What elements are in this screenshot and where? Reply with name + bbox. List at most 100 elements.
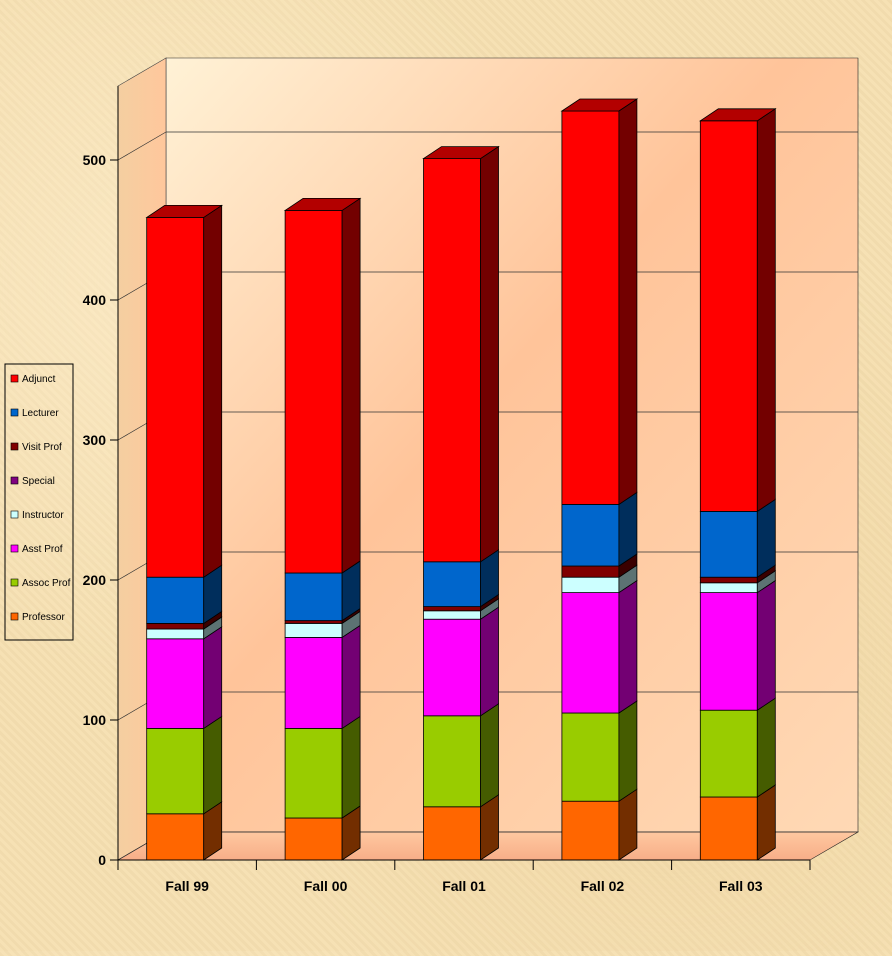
bar-face [284,209,343,574]
bar-segment [699,108,776,513]
bar-face [561,592,620,714]
bar-side [341,715,361,819]
bar-segment [423,606,499,717]
bar-side [756,108,776,513]
legend-label: Asst Prof [22,544,63,555]
y-tick-label: 400 [83,292,107,308]
bar-side [203,715,223,815]
bar-segment [284,715,361,819]
bar-face [561,503,620,567]
bar-top [283,197,362,211]
bar-face [423,618,481,717]
x-tick-label: Fall 99 [165,878,209,894]
legend-item: Visit Prof [10,442,62,453]
bar-segment [146,204,223,578]
bar-face [284,572,343,621]
legend-swatch [10,578,19,587]
bar-face [699,796,758,861]
bar-face [423,806,481,861]
bar-face [423,715,481,808]
legend-label: Adjunct [22,374,56,385]
legend-swatch [10,408,19,417]
bar-segment [284,607,361,625]
legend-item: Professor [10,612,65,623]
bar-face [284,620,343,624]
bar-stack [145,204,224,861]
legend-item: Instructor [10,510,64,521]
bar-face [699,576,758,584]
bar-segment [146,715,223,815]
bar-top [698,108,777,122]
y-tick-label: 0 [98,852,106,868]
legend [4,363,74,641]
bar-face [284,623,343,638]
bar-stack [560,98,639,861]
bar-face [146,628,205,640]
bar-face [699,592,758,711]
legend-swatch [10,476,19,485]
bar-side [756,498,776,578]
bar-stack [698,108,777,861]
bar-segment [699,697,776,798]
legend-label: Assoc Prof [22,578,71,589]
legend-item: Adjunct [10,374,56,385]
bar-segment [423,794,499,861]
legend-swatch [10,544,19,553]
bar-segment [284,805,361,861]
bar-face [146,728,205,815]
bar-face [561,110,620,505]
y-tick-label: 500 [83,152,107,168]
y-tick-label: 100 [83,712,107,728]
bar-side [618,700,638,802]
bar-face [561,800,620,861]
bar-segment [284,560,361,622]
bar-face [561,712,620,802]
x-tick-label: Fall 00 [304,878,348,894]
legend-item: Assoc Prof [10,578,71,589]
bar-segment [561,700,638,802]
legend-label: Special [22,476,55,487]
bar-face [146,638,205,729]
bar-face [284,637,343,729]
bar-side [341,624,361,730]
bar-side [480,145,499,563]
gridline-side [117,131,167,161]
bar-face [423,610,481,620]
bar-segment [284,624,361,730]
bar-segment [423,703,499,808]
bar-face [699,582,758,593]
bar-face [423,158,481,563]
bar-face [423,561,481,607]
bar-face [561,565,620,578]
bar-face [146,576,205,624]
bar-segment [699,498,776,578]
x-tick-label: Fall 02 [581,878,625,894]
legend-label: Instructor [22,510,64,521]
bar-face [146,623,205,630]
bar-side [480,703,499,808]
bar-stack [283,197,362,861]
x-tick-label: Fall 03 [719,878,763,894]
bar-segment [423,145,499,563]
legend-item: Asst Prof [10,544,63,555]
legend-swatch [10,612,19,621]
bar-side [341,197,361,574]
bar-segment [146,564,223,625]
bar-side [756,579,776,711]
legend-swatch [10,510,19,519]
bar-face [699,709,758,798]
bar-segment [699,579,776,711]
bar-side [756,784,776,861]
bar-face [699,120,758,512]
bar-face [561,576,620,594]
bar-side [203,204,223,578]
x-tick-label: Fall 01 [442,878,486,894]
bar-side [618,491,638,567]
bar-face [146,216,205,578]
legend-swatch [10,374,19,383]
y-tick-label: 200 [83,572,107,588]
legend-label: Lecturer [22,408,59,419]
bar-segment [561,579,638,714]
bar-face [284,728,343,819]
